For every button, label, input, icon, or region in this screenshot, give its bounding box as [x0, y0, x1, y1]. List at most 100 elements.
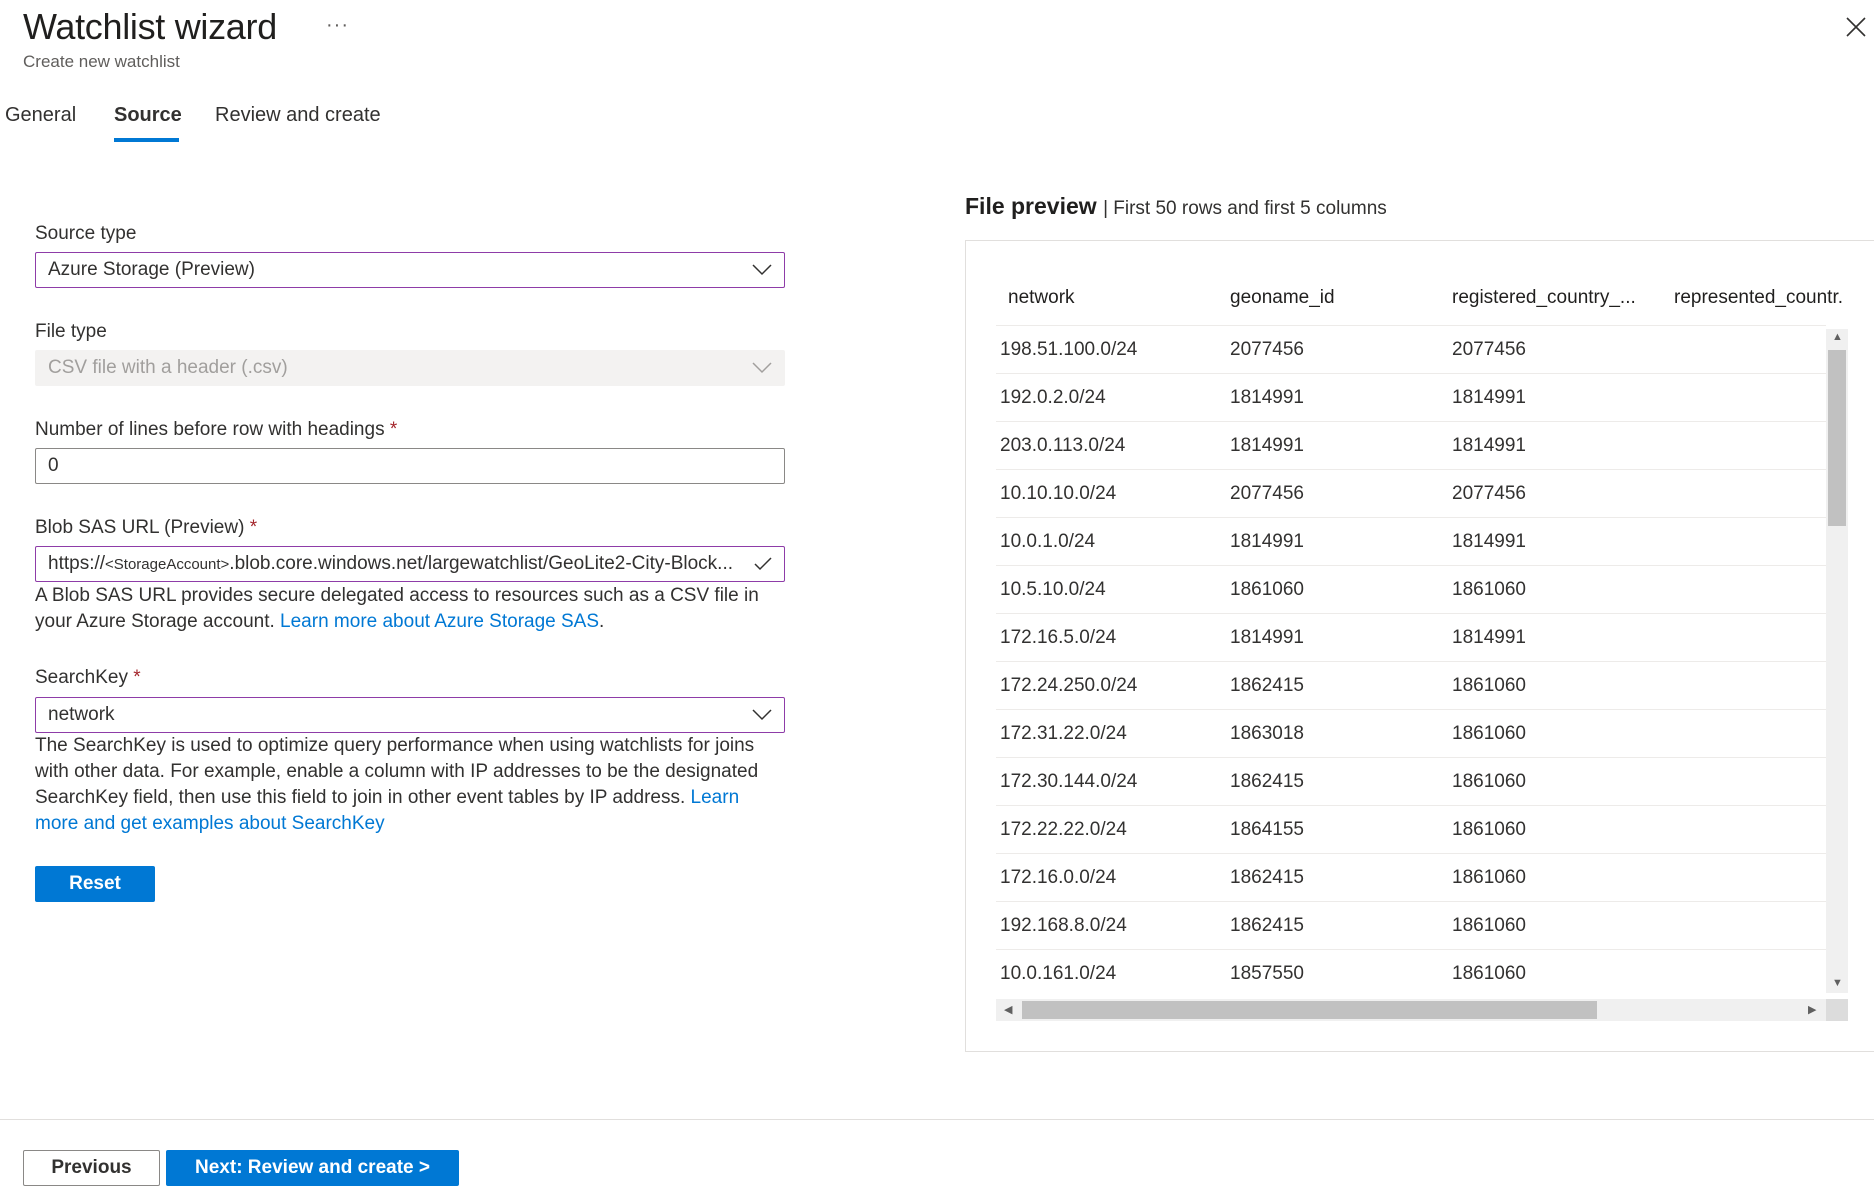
table-cell: 1862415 [1230, 915, 1304, 936]
column-header-represented-country: represented_countr. [1674, 287, 1844, 308]
checkmark-icon [754, 557, 772, 571]
scrollbar-corner [1826, 999, 1848, 1021]
source-type-dropdown[interactable]: Azure Storage (Preview) [35, 252, 785, 288]
table-cell: 2077456 [1452, 483, 1526, 504]
table-row: 10.0.1.0/24 1814991 1814991 [996, 517, 1826, 565]
column-header-network: network [1008, 287, 1075, 308]
azure-storage-sas-link[interactable]: Learn more about Azure Storage SAS [280, 611, 600, 632]
table-row: 172.16.0.0/24 1862415 1861060 [996, 853, 1826, 901]
table-cell: 10.10.10.0/24 [1000, 483, 1117, 504]
table-row: 172.31.22.0/24 1863018 1861060 [996, 709, 1826, 757]
lines-before-value: 0 [48, 455, 59, 476]
table-cell: 2077456 [1230, 339, 1304, 360]
lines-before-input[interactable]: 0 [35, 448, 785, 484]
table-cell: 1861060 [1452, 771, 1526, 792]
table-cell: 1857550 [1230, 963, 1304, 984]
table-cell: 1814991 [1452, 387, 1526, 408]
lines-before-label: Number of lines before row with headings… [35, 419, 398, 440]
table-cell: 172.24.250.0/24 [1000, 675, 1138, 696]
close-icon[interactable] [1843, 14, 1869, 40]
table-row: 203.0.113.0/24 1814991 1814991 [996, 421, 1826, 469]
horizontal-scrollbar-thumb[interactable] [1022, 1001, 1597, 1019]
scroll-down-icon[interactable]: ▼ [1832, 977, 1843, 989]
reset-button[interactable]: Reset [35, 866, 155, 902]
tab-source[interactable]: Source [114, 104, 182, 126]
file-type-label: File type [35, 321, 107, 342]
table-row: 198.51.100.0/24 2077456 2077456 [996, 325, 1826, 373]
scroll-left-icon[interactable]: ◀ [1004, 1004, 1013, 1016]
table-cell: 1862415 [1230, 867, 1304, 888]
table-cell: 1861060 [1452, 723, 1526, 744]
blob-url-help: A Blob SAS URL provides secure delegated… [35, 585, 759, 632]
column-header-registered-country: registered_country_... [1452, 287, 1636, 308]
table-cell: 192.0.2.0/24 [1000, 387, 1106, 408]
table-cell: 1864155 [1230, 819, 1304, 840]
searchkey-dropdown[interactable]: network [35, 697, 785, 733]
table-cell: 172.22.22.0/24 [1000, 819, 1127, 840]
table-cell: 1861060 [1452, 819, 1526, 840]
file-preview-subtitle: | First 50 rows and first 5 columns [1103, 198, 1387, 219]
next-review-and-create-button[interactable]: Next: Review and create > [166, 1150, 459, 1186]
table-cell: 1814991 [1452, 531, 1526, 552]
table-cell: 172.16.0.0/24 [1000, 867, 1117, 888]
table-cell: 1861060 [1452, 963, 1526, 984]
table-cell: 10.0.161.0/24 [1000, 963, 1117, 984]
table-cell: 1863018 [1230, 723, 1304, 744]
vertical-scrollbar-thumb[interactable] [1828, 350, 1846, 526]
chevron-down-icon [752, 709, 772, 721]
blob-url-label: Blob SAS URL (Preview) * [35, 517, 258, 538]
table-cell: 1814991 [1452, 627, 1526, 648]
previous-button[interactable]: Previous [23, 1150, 160, 1186]
table-row: 172.24.250.0/24 1862415 1861060 [996, 661, 1826, 709]
table-cell: 1814991 [1230, 531, 1304, 552]
table-cell: 1861060 [1452, 579, 1526, 600]
file-preview-panel [965, 240, 1874, 1052]
table-cell: 1861060 [1230, 579, 1304, 600]
file-preview-title: File preview | First 50 rows and first 5… [965, 193, 1387, 219]
table-cell: 192.168.8.0/24 [1000, 915, 1127, 936]
page-title: Watchlist wizard [23, 6, 277, 47]
table-cell: 198.51.100.0/24 [1000, 339, 1138, 360]
table-cell: 1861060 [1452, 915, 1526, 936]
searchkey-help: The SearchKey is used to optimize query … [35, 735, 759, 834]
more-options-button[interactable]: ··· [326, 14, 349, 36]
source-type-label: Source type [35, 223, 137, 244]
active-tab-indicator [114, 138, 179, 142]
scroll-up-icon[interactable]: ▲ [1832, 331, 1843, 343]
blob-url-input[interactable]: https://<StorageAccount>.blob.core.windo… [35, 546, 785, 582]
blob-url-value: https://<StorageAccount>.blob.core.windo… [48, 553, 734, 574]
table-cell: 1862415 [1230, 771, 1304, 792]
table-cell: 1861060 [1452, 867, 1526, 888]
table-row: 10.5.10.0/24 1861060 1861060 [996, 565, 1826, 613]
table-cell: 1814991 [1230, 627, 1304, 648]
table-cell: 2077456 [1230, 483, 1304, 504]
table-cell: 1861060 [1452, 675, 1526, 696]
scroll-right-icon[interactable]: ▶ [1808, 1004, 1817, 1016]
table-cell: 2077456 [1452, 339, 1526, 360]
table-cell: 1814991 [1452, 435, 1526, 456]
chevron-down-icon [752, 264, 772, 276]
table-cell: 172.31.22.0/24 [1000, 723, 1127, 744]
file-type-dropdown: CSV file with a header (.csv) [35, 350, 785, 386]
chevron-down-icon [752, 362, 772, 374]
searchkey-label: SearchKey * [35, 667, 141, 688]
tab-general[interactable]: General [5, 104, 77, 126]
tab-review-and-create[interactable]: Review and create [215, 104, 381, 126]
table-cell: 172.16.5.0/24 [1000, 627, 1117, 648]
searchkey-learn-more-link[interactable]: Learn more and get examples about Search… [35, 787, 740, 834]
table-cell: 172.30.144.0/24 [1000, 771, 1138, 792]
source-type-value: Azure Storage (Preview) [48, 259, 255, 280]
table-cell: 10.0.1.0/24 [1000, 531, 1096, 552]
table-row: 10.0.161.0/24 1857550 1861060 [996, 949, 1826, 997]
table-cell: 1814991 [1230, 435, 1304, 456]
table-row: 192.0.2.0/24 1814991 1814991 [996, 373, 1826, 421]
table-row: 172.16.5.0/24 1814991 1814991 [996, 613, 1826, 661]
table-row: 10.10.10.0/24 2077456 2077456 [996, 469, 1826, 517]
footer-divider [0, 1119, 1874, 1120]
column-header-geoname-id: geoname_id [1230, 287, 1335, 308]
table-cell: 203.0.113.0/24 [1000, 435, 1126, 456]
searchkey-value: network [48, 704, 115, 725]
table-cell: 1862415 [1230, 675, 1304, 696]
table-row: 172.30.144.0/24 1862415 1861060 [996, 757, 1826, 805]
table-cell: 1814991 [1230, 387, 1304, 408]
